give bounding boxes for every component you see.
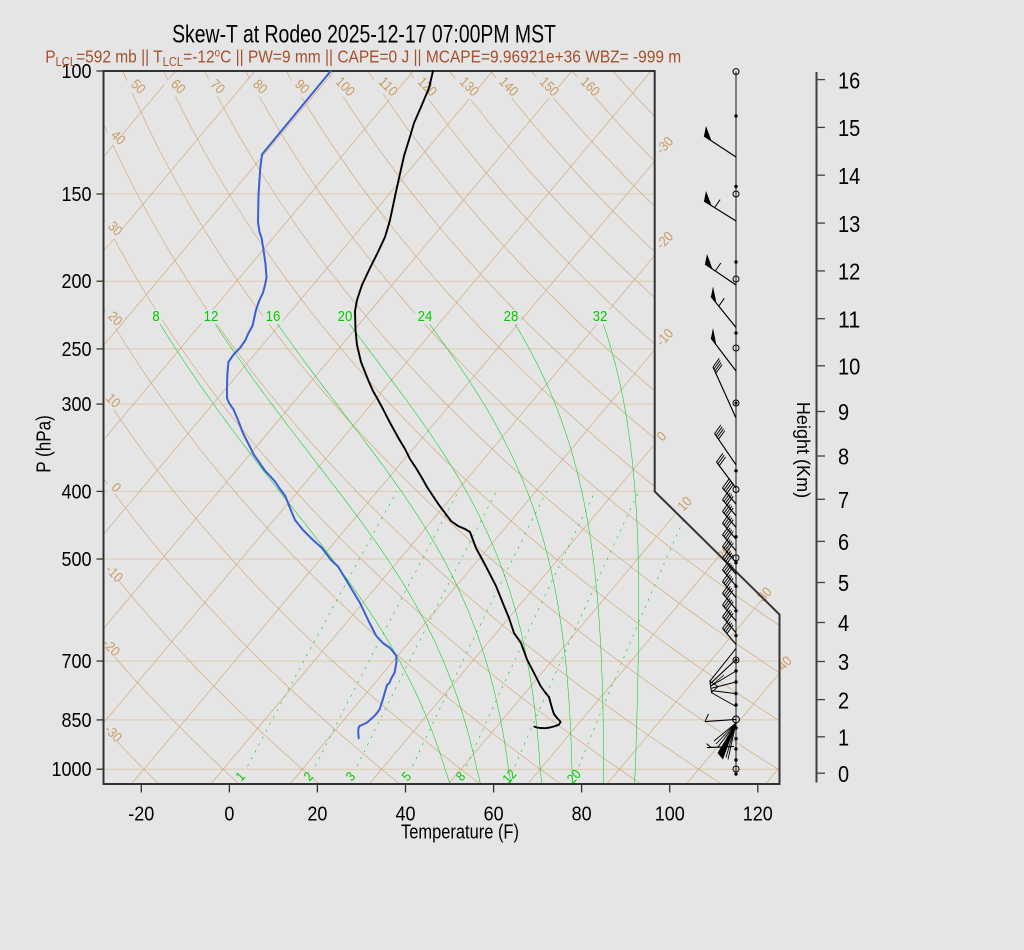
svg-text:60: 60 <box>484 804 504 826</box>
svg-text:4: 4 <box>838 610 849 636</box>
svg-text:Skew-T at Rodeo 2025-12-17 07:: Skew-T at Rodeo 2025-12-17 07:00PM MST <box>172 20 556 48</box>
svg-text:PLCL=592 mb || TLCL=-12oC || P: PLCL=592 mb || TLCL=-12oC || PW=9 mm || … <box>45 46 681 69</box>
svg-text:120: 120 <box>743 804 773 826</box>
svg-text:15: 15 <box>838 115 860 141</box>
svg-text:Temperature (F): Temperature (F) <box>401 822 519 844</box>
svg-text:80: 80 <box>572 804 592 826</box>
svg-text:6: 6 <box>838 529 849 555</box>
svg-text:12: 12 <box>204 308 219 325</box>
svg-text:Height (Km): Height (Km) <box>793 402 814 498</box>
svg-text:10: 10 <box>838 354 860 380</box>
svg-text:100: 100 <box>655 804 685 826</box>
svg-text:12: 12 <box>838 259 860 285</box>
svg-text:24: 24 <box>418 308 433 325</box>
svg-text:400: 400 <box>62 481 92 503</box>
svg-text:40: 40 <box>396 804 416 826</box>
svg-text:16: 16 <box>266 308 281 325</box>
svg-text:13: 13 <box>838 211 860 237</box>
svg-text:250: 250 <box>62 339 92 361</box>
svg-text:300: 300 <box>62 394 92 416</box>
svg-text:0: 0 <box>224 804 234 826</box>
svg-text:32: 32 <box>593 308 608 325</box>
svg-text:700: 700 <box>62 651 92 673</box>
svg-text:150: 150 <box>62 184 92 206</box>
svg-text:3: 3 <box>838 649 849 675</box>
svg-text:8: 8 <box>838 444 849 470</box>
svg-text:14: 14 <box>838 163 860 189</box>
svg-text:850: 850 <box>62 710 92 732</box>
svg-text:100: 100 <box>62 61 92 83</box>
svg-text:-20: -20 <box>128 804 154 826</box>
svg-text:20: 20 <box>338 308 353 325</box>
svg-text:1: 1 <box>838 725 849 751</box>
svg-text:500: 500 <box>62 549 92 571</box>
svg-text:P (hPa): P (hPa) <box>34 415 56 473</box>
svg-text:9: 9 <box>838 399 849 425</box>
svg-text:8: 8 <box>152 308 159 325</box>
svg-text:2: 2 <box>838 687 849 713</box>
svg-text:0: 0 <box>838 761 849 787</box>
svg-text:5: 5 <box>838 570 849 596</box>
svg-text:1000: 1000 <box>52 759 92 781</box>
svg-text:20: 20 <box>307 804 327 826</box>
svg-text:11: 11 <box>838 306 860 332</box>
svg-text:7: 7 <box>838 487 849 513</box>
svg-text:28: 28 <box>504 308 519 325</box>
svg-text:200: 200 <box>62 271 92 293</box>
svg-text:16: 16 <box>838 67 860 93</box>
